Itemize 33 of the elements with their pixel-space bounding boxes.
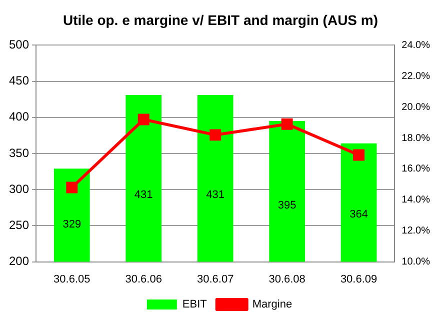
y-tick-label: 200: [8, 254, 30, 268]
point: [66, 182, 78, 194]
y2-tick-label: 24.0%: [402, 40, 430, 51]
y2-tick-label: 14.0%: [402, 194, 430, 206]
y2-tick-label: 20.0%: [402, 102, 430, 113]
chart-title: Utile op. e margine v/ EBIT and margin (AUS m): [62, 12, 380, 28]
point: [353, 149, 365, 161]
y2-tick-label: 22.0%: [402, 70, 430, 82]
x-tick-label: 30.6.06: [125, 273, 162, 286]
y-tick-label: 350: [8, 146, 30, 160]
y-tick-label: 250: [8, 218, 30, 232]
y2-tick-label: 16.0%: [402, 164, 430, 175]
y2-tick-label: 12.0%: [402, 226, 430, 237]
data-label: 431: [206, 189, 225, 202]
data-label: 329: [62, 218, 82, 231]
data-label: 431: [134, 189, 153, 202]
point: [138, 114, 150, 126]
point: [281, 118, 293, 130]
y2-tick-label: 10.0%: [402, 256, 430, 268]
y-tick-label: 300: [8, 182, 30, 196]
data-label: 395: [278, 200, 296, 212]
legend-label: Margine: [252, 298, 292, 311]
legend-label: EBIT: [182, 298, 208, 311]
y2-tick-label: 18.0%: [402, 132, 430, 144]
x-tick-label: 30.6.09: [340, 273, 378, 286]
y-tick-label: 450: [8, 74, 30, 88]
y-tick-label: 400: [8, 110, 30, 124]
x-tick-label: 30.6.08: [268, 273, 306, 286]
point: [210, 129, 222, 141]
y-tick-label: 500: [8, 38, 30, 52]
x-tick-label: 30.6.05: [54, 273, 90, 286]
data-label: 364: [350, 208, 368, 220]
x-tick-label: 30.6.07: [196, 273, 234, 286]
